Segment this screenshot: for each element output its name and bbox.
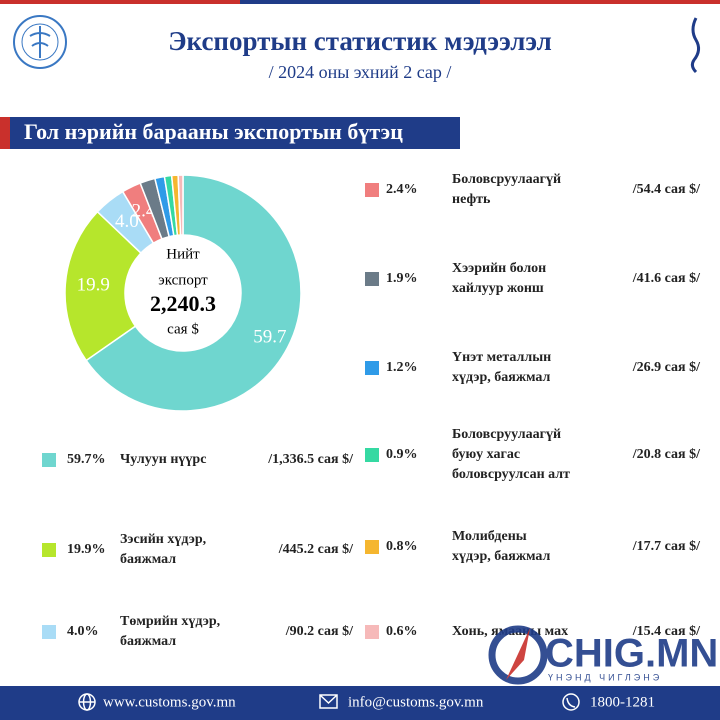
watermark: CHIG.MN ҮНЭНД ЧИГЛЭНЭ	[488, 625, 718, 685]
legend-percent: 0.8%	[386, 539, 418, 554]
legend-name: Боловсруулаагүй	[452, 172, 561, 187]
legend-swatch	[365, 540, 379, 554]
legend-amount: /90.2 сая $/	[285, 624, 354, 639]
legend-swatch	[365, 448, 379, 462]
legend-name: буюу хагас	[452, 447, 520, 462]
footer-email: info@customs.gov.mn	[348, 694, 484, 710]
legend-swatch	[42, 453, 56, 467]
legend-amount: /26.9 сая $/	[632, 360, 701, 375]
center-unit: сая $	[167, 321, 199, 337]
center-label: Нийт	[166, 246, 200, 262]
legend-name: Үнэт металлын	[452, 350, 551, 365]
donut-slice	[64, 210, 143, 362]
watermark-brand: CHIG.MN	[545, 632, 718, 676]
center-label: экспорт	[158, 272, 208, 288]
legend-name: Зэсийн хүдэр,	[120, 532, 206, 547]
customs-logo	[13, 15, 67, 69]
legend-amount: /1,336.5 сая $/	[267, 452, 354, 467]
top-stripe	[240, 0, 480, 4]
top-stripe	[480, 0, 720, 4]
legend-amount: /54.4 сая $/	[632, 182, 701, 197]
banner-text: Гол нэрийн барааны экспортын бүтэц	[24, 119, 403, 144]
watermark-slogan: ҮНЭНД ЧИГЛЭНЭ	[548, 672, 662, 682]
legend-amount: /41.6 сая $/	[632, 271, 701, 286]
donut-slice	[85, 174, 302, 412]
footer-website: www.customs.gov.mn	[103, 694, 236, 710]
legend-name: хүдэр, баяжмал	[452, 370, 551, 385]
phone-icon	[562, 693, 580, 711]
legend-percent: 1.9%	[386, 271, 418, 286]
legend-percent: 1.2%	[386, 360, 418, 375]
slice-label: 59.7	[253, 327, 286, 348]
legend-amount: /17.7 сая $/	[632, 539, 701, 554]
legend-name: нефть	[452, 192, 491, 207]
slice-label: 19.9	[77, 275, 110, 296]
legend: 59.7% Чулуун нүүрс/1,336.5 сая $/ 19.9% Зэс…	[42, 172, 701, 649]
legend-amount: /20.8 сая $/	[632, 447, 701, 462]
legend-percent: 0.6%	[386, 624, 418, 639]
legend-percent: 2.4%	[386, 182, 418, 197]
footer-phone: 1800-1281	[590, 694, 655, 710]
legend-swatch	[42, 543, 56, 557]
banner-accent	[0, 117, 10, 149]
title: Экспортын статистик мэдээлэл	[168, 26, 552, 56]
legend-name: хүдэр, баяжмал	[452, 549, 551, 564]
legend-swatch	[365, 361, 379, 375]
center-total: 2,240.3	[150, 291, 216, 316]
top-stripe	[0, 0, 240, 4]
legend-percent: 0.9%	[386, 447, 418, 462]
donut-slice	[177, 174, 184, 236]
legend-name: хайлуур жонш	[452, 281, 544, 296]
legend-amount: /445.2 сая $/	[278, 542, 354, 557]
subtitle: / 2024 оны эхний 2 сар /	[269, 62, 452, 82]
legend-percent: 4.0%	[67, 624, 99, 639]
legend-name: Боловсруулаагүй	[452, 427, 561, 442]
legend-name: Чулуун нүүрс	[120, 452, 206, 467]
legend-name: Төмрийн хүдэр,	[120, 614, 220, 629]
globe-icon	[78, 693, 96, 711]
legend-swatch	[365, 272, 379, 286]
footer	[0, 686, 720, 720]
legend-percent: 19.9%	[67, 542, 106, 557]
legend-swatch	[365, 183, 379, 197]
mail-icon	[319, 694, 338, 709]
script-emblem	[690, 17, 701, 74]
legend-name: Хээрийн болон	[452, 261, 546, 276]
legend-name: Молибдены	[452, 529, 527, 544]
legend-name: баяжмал	[120, 634, 176, 649]
banner	[0, 117, 460, 149]
legend-amount: /15.4 сая $/	[632, 624, 701, 639]
legend-percent: 59.7%	[67, 452, 106, 467]
slice-label: 4.0	[115, 211, 139, 232]
legend-name: баяжмал	[120, 552, 176, 567]
legend-swatch	[365, 625, 379, 639]
legend-name: боловсруулсан алт	[452, 467, 570, 482]
legend-swatch	[42, 625, 56, 639]
